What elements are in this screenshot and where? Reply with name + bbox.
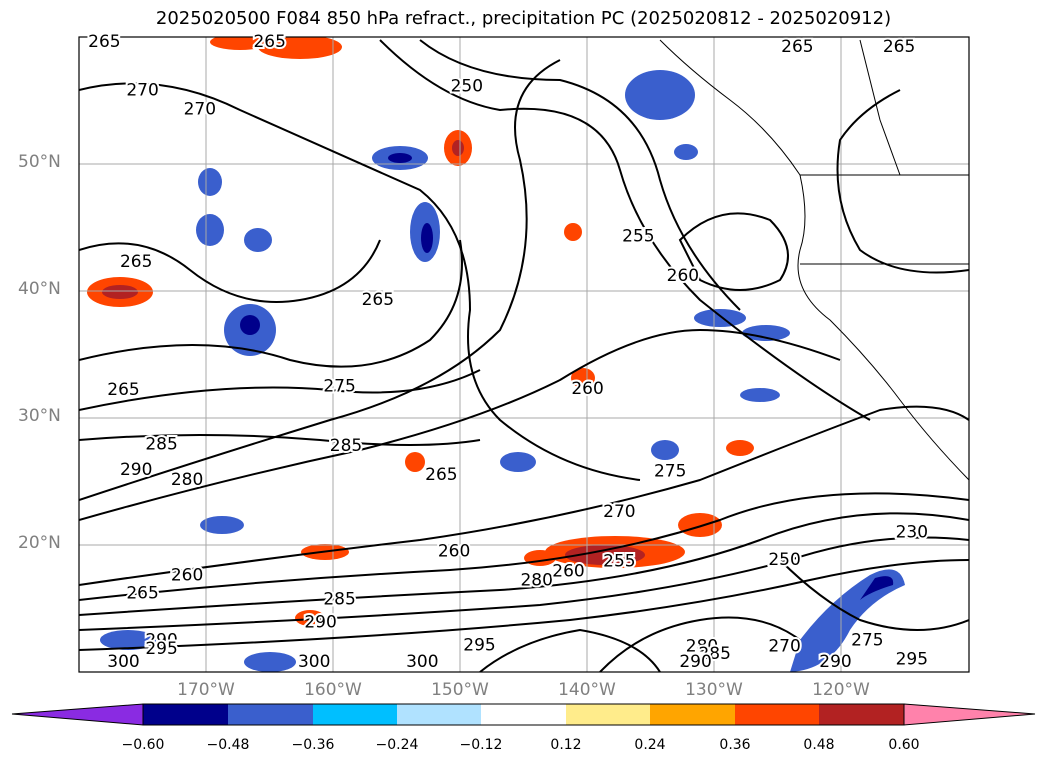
lon-label-170w: 170°W <box>177 680 235 700</box>
contour-label: 270 <box>768 637 800 657</box>
colorbar-segment <box>143 704 228 725</box>
contour-label: 300 <box>406 652 438 672</box>
refractivity-contours <box>79 39 969 672</box>
contour-label: 265 <box>120 252 152 272</box>
map-gridlines <box>79 37 969 672</box>
lon-label-130w: 130°W <box>685 680 743 700</box>
contour-label: 265 <box>107 380 139 400</box>
colorbar-segment <box>650 704 735 725</box>
colorbar-segment <box>481 704 566 725</box>
contour-label: 265 <box>362 290 394 310</box>
contour-label: 290 <box>679 652 711 672</box>
contour-label: 250 <box>768 550 800 570</box>
colorbar-segment <box>735 704 819 725</box>
contour-label: 280 <box>520 571 552 591</box>
colorbar-tick: −0.12 <box>459 737 503 753</box>
contour-label: 270 <box>603 502 635 522</box>
colorbar-tick: −0.36 <box>291 737 335 753</box>
colorbar-tick: −0.24 <box>375 737 419 753</box>
colorbar-low-extend <box>11 703 144 726</box>
contour-label: 260 <box>571 379 603 399</box>
contour-label: 285 <box>330 436 362 456</box>
contour-label: 250 <box>451 77 483 97</box>
contour-label: 260 <box>438 541 470 561</box>
colorbar-tick: 0.60 <box>888 737 920 753</box>
contour-label: 265 <box>781 37 813 57</box>
contour-label: 260 <box>552 562 584 582</box>
precipitation-fill <box>87 37 905 672</box>
map-frame <box>78 36 970 673</box>
lon-label-160w: 160°W <box>304 680 362 700</box>
lat-label-30n: 30°N <box>18 406 61 426</box>
contour-label: 255 <box>622 226 654 246</box>
colorbar-tick: 0.36 <box>719 737 751 753</box>
contour-label: 265 <box>883 37 915 57</box>
lon-label-150w: 150°W <box>431 680 489 700</box>
contour-label: 260 <box>667 266 699 286</box>
colorbar <box>11 703 1036 726</box>
contour-label: 270 <box>184 99 216 119</box>
colorbar-tick: 0.48 <box>803 737 835 753</box>
lat-label-20n: 20°N <box>18 533 61 553</box>
coastline <box>659 39 969 481</box>
colorbar-frame <box>142 703 905 726</box>
colorbar-segment <box>313 704 397 725</box>
contour-label: 285 <box>145 435 177 455</box>
contour-label: 295 <box>145 639 177 659</box>
contour-label: 295 <box>463 635 495 655</box>
contour-label: 260 <box>171 566 203 586</box>
contour-label: 295 <box>896 649 928 669</box>
contour-label: 280 <box>171 470 203 490</box>
contour-label: 285 <box>698 644 730 664</box>
contour-label: 255 <box>603 552 635 572</box>
lat-label-40n: 40°N <box>18 279 61 299</box>
contour-label: 290 <box>145 630 177 650</box>
colorbar-segment <box>819 704 904 725</box>
contour-label: 290 <box>304 613 336 633</box>
contour-label: 300 <box>107 652 139 672</box>
lon-label-140w: 140°W <box>558 680 616 700</box>
colorbar-tick: 0.24 <box>634 737 666 753</box>
contour-label: 270 <box>126 80 158 100</box>
contour-label: 280 <box>686 637 718 657</box>
contour-label: 300 <box>298 652 330 672</box>
colorbar-tick: −0.60 <box>121 737 165 753</box>
colorbar-segment <box>397 704 481 725</box>
contour-label: 290 <box>819 652 851 672</box>
colorbar-high-extend <box>903 703 1036 726</box>
contour-label: 275 <box>654 461 686 481</box>
contour-label: 230 <box>896 522 928 542</box>
colorbar-segment <box>228 704 313 725</box>
contour-label: 275 <box>323 376 355 396</box>
map-plot-area <box>79 37 969 672</box>
colorbar-tick: 0.12 <box>550 737 582 753</box>
contour-label: 265 <box>88 32 120 52</box>
lat-label-50n: 50°N <box>18 152 61 172</box>
contour-label: 265 <box>253 32 285 52</box>
contour-label: 275 <box>851 630 883 650</box>
colorbar-segment <box>566 704 650 725</box>
contour-label: 265 <box>425 465 457 485</box>
map-title: 2025020500 F084 850 hPa refract., precip… <box>155 8 892 29</box>
contour-label: 285 <box>323 590 355 610</box>
colorbar-tick: −0.48 <box>206 737 250 753</box>
contour-label: 290 <box>120 460 152 480</box>
lon-label-120w: 120°W <box>812 680 870 700</box>
contour-label: 265 <box>126 583 158 603</box>
